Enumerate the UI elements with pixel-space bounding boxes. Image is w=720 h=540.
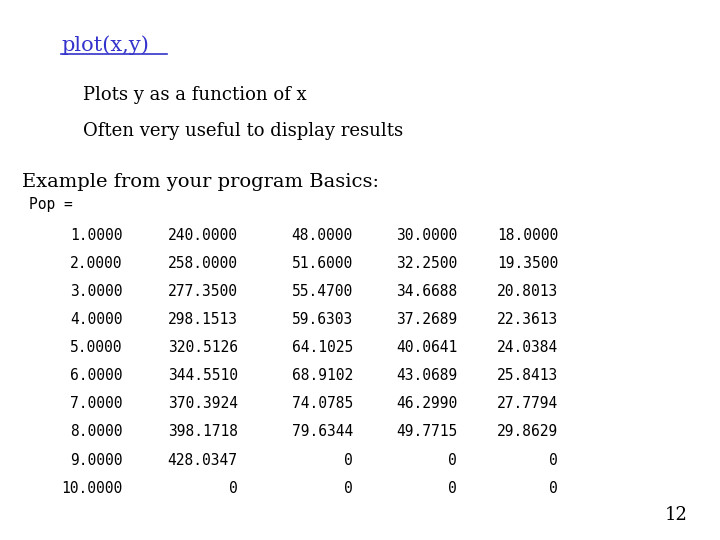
Text: 22.3613: 22.3613 (497, 312, 558, 327)
Text: 49.7715: 49.7715 (396, 424, 457, 440)
Text: 8.0000: 8.0000 (70, 424, 122, 440)
Text: 398.1718: 398.1718 (168, 424, 238, 440)
Text: 4.0000: 4.0000 (70, 312, 122, 327)
Text: 0: 0 (229, 481, 238, 496)
Text: 18.0000: 18.0000 (497, 228, 558, 243)
Text: 48.0000: 48.0000 (292, 228, 353, 243)
Text: plot(x,y): plot(x,y) (61, 35, 149, 55)
Text: 9.0000: 9.0000 (70, 453, 122, 468)
Text: 30.0000: 30.0000 (396, 228, 457, 243)
Text: 277.3500: 277.3500 (168, 284, 238, 299)
Text: 0: 0 (449, 481, 457, 496)
Text: 55.4700: 55.4700 (292, 284, 353, 299)
Text: 46.2990: 46.2990 (396, 396, 457, 411)
Text: Pop =: Pop = (29, 197, 73, 212)
Text: Example from your program Basics:: Example from your program Basics: (22, 173, 379, 191)
Text: 6.0000: 6.0000 (70, 368, 122, 383)
Text: 0: 0 (344, 453, 353, 468)
Text: 320.5126: 320.5126 (168, 340, 238, 355)
Text: 7.0000: 7.0000 (70, 396, 122, 411)
Text: 64.1025: 64.1025 (292, 340, 353, 355)
Text: 37.2689: 37.2689 (396, 312, 457, 327)
Text: 0: 0 (344, 481, 353, 496)
Text: 24.0384: 24.0384 (497, 340, 558, 355)
Text: 51.6000: 51.6000 (292, 256, 353, 271)
Text: 74.0785: 74.0785 (292, 396, 353, 411)
Text: 32.2500: 32.2500 (396, 256, 457, 271)
Text: Plots y as a function of x: Plots y as a function of x (83, 86, 307, 104)
Text: 370.3924: 370.3924 (168, 396, 238, 411)
Text: 3.0000: 3.0000 (70, 284, 122, 299)
Text: 1.0000: 1.0000 (70, 228, 122, 243)
Text: 29.8629: 29.8629 (497, 424, 558, 440)
Text: 428.0347: 428.0347 (168, 453, 238, 468)
Text: 19.3500: 19.3500 (497, 256, 558, 271)
Text: 298.1513: 298.1513 (168, 312, 238, 327)
Text: 10.0000: 10.0000 (61, 481, 122, 496)
Text: 68.9102: 68.9102 (292, 368, 353, 383)
Text: 20.8013: 20.8013 (497, 284, 558, 299)
Text: 0: 0 (549, 481, 558, 496)
Text: 43.0689: 43.0689 (396, 368, 457, 383)
Text: 12: 12 (665, 506, 688, 524)
Text: Often very useful to display results: Often very useful to display results (83, 122, 403, 139)
Text: 5.0000: 5.0000 (70, 340, 122, 355)
Text: 40.0641: 40.0641 (396, 340, 457, 355)
Text: 0: 0 (449, 453, 457, 468)
Text: 79.6344: 79.6344 (292, 424, 353, 440)
Text: 25.8413: 25.8413 (497, 368, 558, 383)
Text: 258.0000: 258.0000 (168, 256, 238, 271)
Text: 34.6688: 34.6688 (396, 284, 457, 299)
Text: 27.7794: 27.7794 (497, 396, 558, 411)
Text: 2.0000: 2.0000 (70, 256, 122, 271)
Text: 240.0000: 240.0000 (168, 228, 238, 243)
Text: 0: 0 (549, 453, 558, 468)
Text: 59.6303: 59.6303 (292, 312, 353, 327)
Text: 344.5510: 344.5510 (168, 368, 238, 383)
